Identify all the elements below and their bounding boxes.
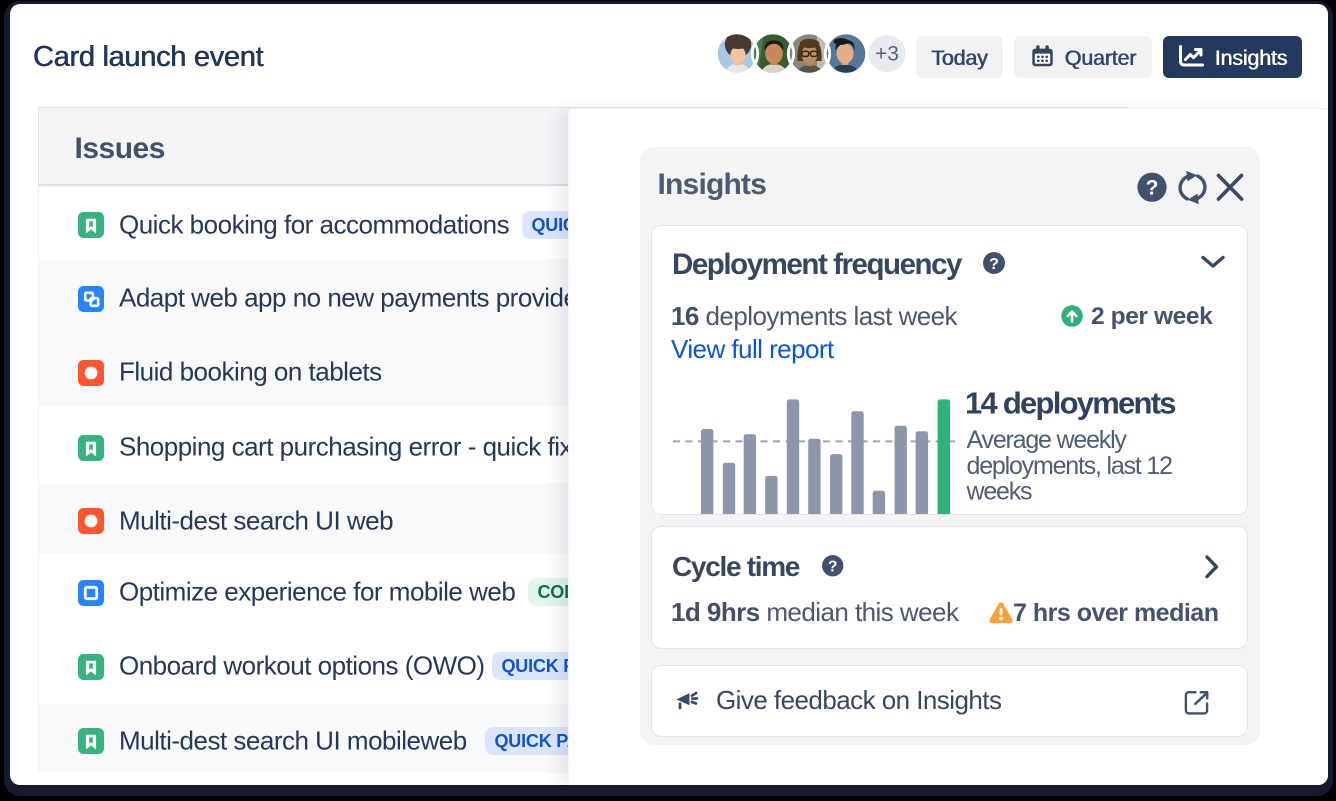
- svg-text:14 deployments: 14 deployments: [965, 386, 1175, 421]
- svg-text:Average weekly: Average weekly: [967, 426, 1128, 454]
- svg-text:weeks: weeks: [966, 478, 1033, 506]
- svg-text:+3: +3: [875, 43, 899, 66]
- svg-text:deployments, last 12: deployments, last 12: [967, 452, 1173, 480]
- svg-text:?: ?: [828, 559, 837, 576]
- svg-text:?: ?: [1145, 177, 1158, 200]
- svg-text:?: ?: [989, 256, 999, 273]
